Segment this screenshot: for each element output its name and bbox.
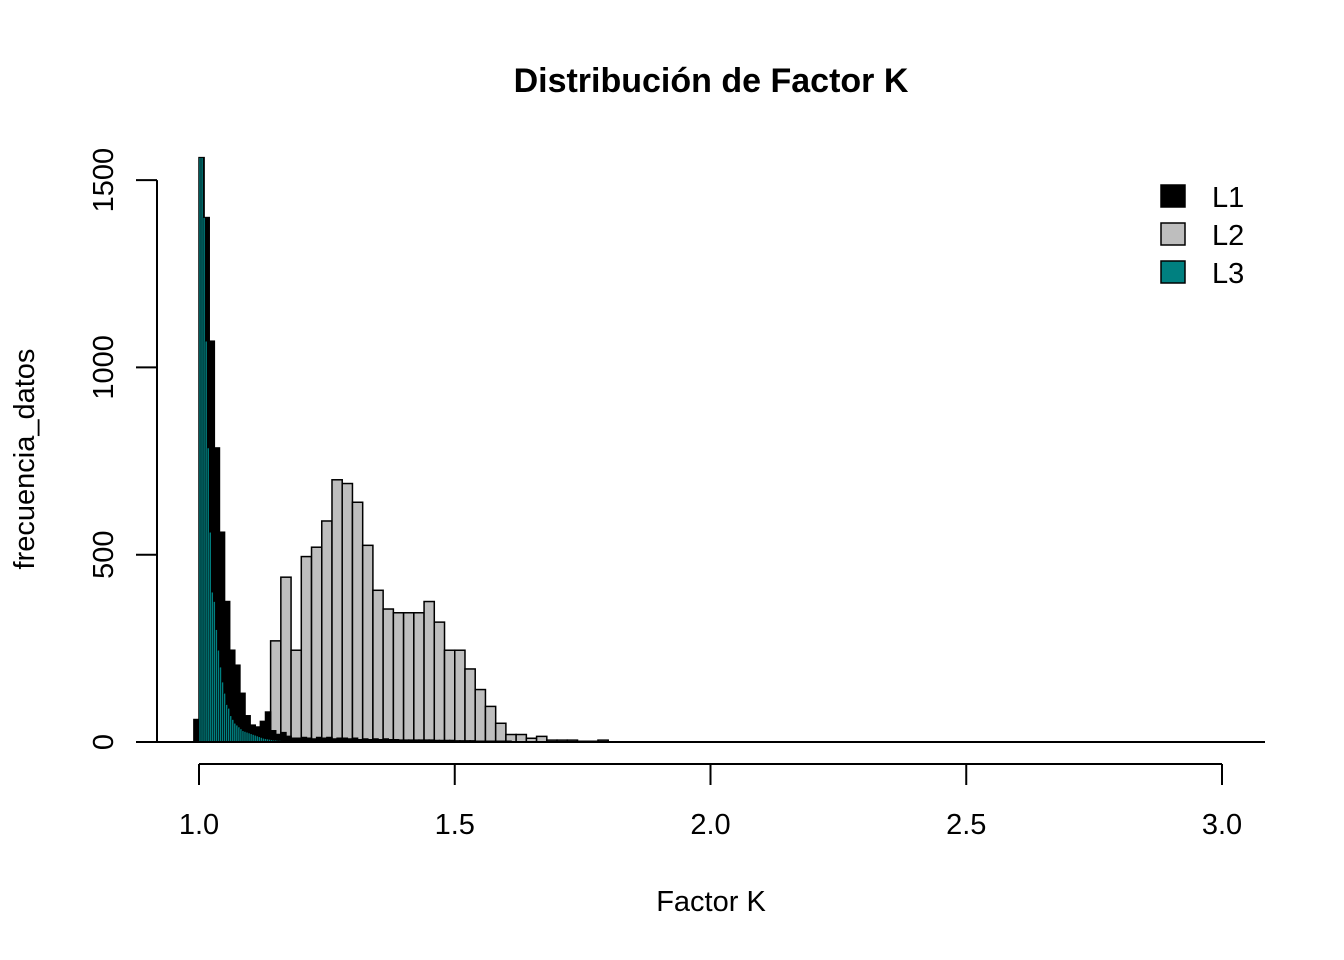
bar-L3 xyxy=(200,157,204,743)
bar-L2 xyxy=(351,501,364,743)
bar-L2 xyxy=(341,482,354,743)
bar-L3 xyxy=(210,591,214,743)
bar-L3 xyxy=(221,681,224,743)
bar-L2 xyxy=(484,705,497,743)
chart-title: Distribución de Factor K xyxy=(514,62,909,100)
bar-L3 xyxy=(204,340,208,743)
bar-L3 xyxy=(233,722,237,743)
bar-L2 xyxy=(331,479,343,743)
bar-L1 xyxy=(193,718,200,743)
bar-L3 xyxy=(227,707,230,743)
bar-L3 xyxy=(225,704,228,743)
bar-L3 xyxy=(198,157,202,743)
bar-L3 xyxy=(215,629,218,743)
bar-L3 xyxy=(245,731,249,743)
y-tick-label: 500 xyxy=(88,531,120,579)
bar-L2 xyxy=(300,555,313,743)
bar-L3 xyxy=(219,666,222,743)
legend: L1 L2 L3 xyxy=(1160,182,1244,290)
bar-L2 xyxy=(392,612,405,743)
y-tick-label: 1000 xyxy=(88,335,120,400)
legend-swatch-L2 xyxy=(1160,222,1186,246)
x-tick-label: 1.0 xyxy=(179,809,219,841)
bar-L3 xyxy=(251,734,255,743)
x-tick-label: 1.5 xyxy=(435,809,475,841)
legend-label-L3: L3 xyxy=(1212,258,1244,290)
bar-L2 xyxy=(474,688,487,743)
bar-L1 xyxy=(264,711,272,743)
bar-L2 xyxy=(361,544,374,743)
x-tick-label: 3.0 xyxy=(1202,809,1242,841)
bar-L2 xyxy=(423,600,436,743)
legend-label-L2: L2 xyxy=(1212,220,1244,252)
bar-L2 xyxy=(494,722,507,743)
legend-swatch-L3 xyxy=(1160,260,1186,284)
bar-L3 xyxy=(202,217,206,743)
bar-L2 xyxy=(443,649,456,743)
x-tick-label: 2.0 xyxy=(690,809,730,841)
bar-L3 xyxy=(231,719,235,743)
bar-L3 xyxy=(243,731,247,743)
y-axis: 0 500 1000 1500 xyxy=(88,148,158,750)
series-L2-bars xyxy=(269,479,609,743)
bar-L2 xyxy=(464,668,476,743)
bar-L3 xyxy=(239,728,243,743)
bar-L3 xyxy=(249,733,253,743)
bar-L2 xyxy=(372,589,384,743)
y-tick-label: 0 xyxy=(88,734,120,750)
bar-L2 xyxy=(280,576,292,743)
legend-swatch-L1 xyxy=(1160,184,1186,208)
x-tick-label: 2.5 xyxy=(946,809,986,841)
y-tick-label: 1500 xyxy=(88,148,120,213)
bar-L2 xyxy=(310,546,323,743)
bar-L2 xyxy=(382,608,395,743)
bar-L3 xyxy=(213,601,216,743)
bar-L2 xyxy=(454,649,466,743)
bar-L2 xyxy=(413,612,425,743)
bar-L3 xyxy=(235,724,239,743)
bar-L3 xyxy=(253,734,257,743)
legend-label-L1: L1 xyxy=(1212,182,1244,214)
bar-L2 xyxy=(433,621,446,743)
bar-L2 xyxy=(515,733,528,743)
bar-L2 xyxy=(290,649,303,743)
bar-L3 xyxy=(247,732,251,743)
bar-L2 xyxy=(269,640,282,743)
bar-L3 xyxy=(217,649,220,743)
bar-L3 xyxy=(208,531,212,743)
bar-L3 xyxy=(223,693,226,743)
bar-L3 xyxy=(229,715,233,743)
x-axis-label: Factor K xyxy=(656,886,766,918)
x-axis: 1.0 1.5 2.0 2.5 3.0 xyxy=(179,763,1242,841)
bar-L3 xyxy=(241,730,245,743)
bar-L2 xyxy=(402,612,415,743)
bar-L3 xyxy=(237,726,241,743)
bar-L3 xyxy=(206,447,210,743)
y-axis-label: frecuencia_datos xyxy=(9,349,41,570)
bar-L2 xyxy=(321,520,333,743)
